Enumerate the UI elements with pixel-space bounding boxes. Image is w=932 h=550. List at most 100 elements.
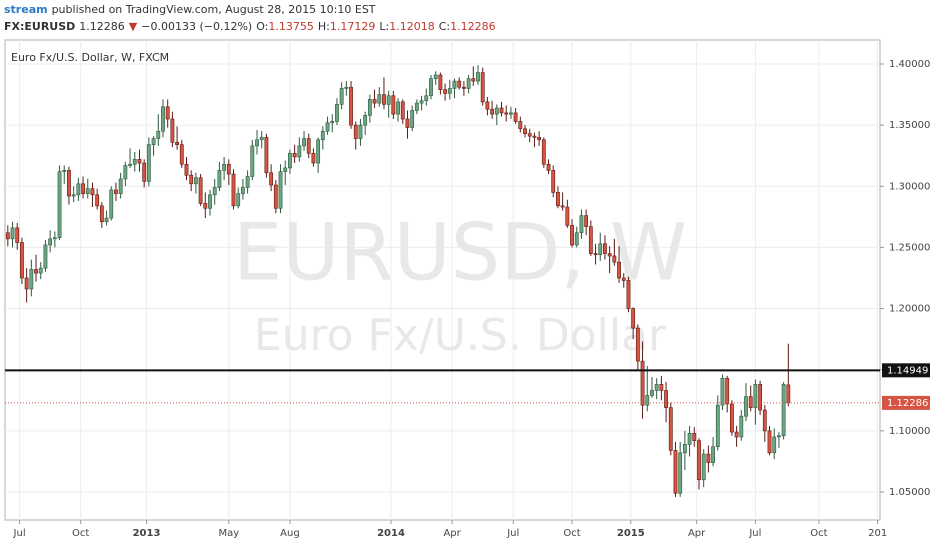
candle-body [151,138,156,145]
candle-body [551,170,556,193]
x-tick-label: Aug [280,528,300,539]
candle-body [485,101,490,110]
candle-body [156,130,161,139]
symbol: FX:EURUSD [4,20,76,33]
candle-body [635,327,640,362]
candle-body [457,80,462,88]
candle-body [494,107,499,115]
candle-body [443,89,447,94]
level-label-box [882,363,930,378]
candle-body [231,173,236,207]
candle-body [330,121,335,123]
candle-body [81,183,85,194]
publish-line: stream published on TradingView.com, Aug… [4,3,376,16]
candle-body [701,453,706,481]
candle-body [146,144,151,182]
x-tick-label: 2014 [377,528,405,539]
candle-body [607,253,612,257]
candle-body [621,277,626,281]
y-tick-label: 1.30000 [889,181,930,192]
candle-body [193,177,198,185]
candle-body [461,86,466,89]
candle-body [645,395,650,406]
user-name[interactable]: stream [4,3,48,16]
x-tick-label: Oct [72,528,89,539]
candle-body [161,106,165,132]
candle-body [537,137,542,141]
candle-body [217,170,222,188]
candle-body [363,115,368,126]
last-price: 1.12286 [79,20,125,33]
candle-body [523,128,527,134]
candle-body [38,267,43,274]
candle-body [325,122,330,132]
candle-body [678,452,683,494]
candle-body [400,101,405,120]
candle-body [132,159,137,165]
candle-body [527,133,532,137]
x-tick-label: 2013 [133,528,161,539]
candle-body [236,193,241,207]
candle-body [758,384,763,411]
candle-body [476,72,480,82]
candle-body [264,137,269,174]
candle-body [34,269,38,274]
candle-body [386,95,391,105]
candle-body [339,88,344,105]
candle-body [433,74,438,79]
candle-body [480,72,485,103]
y-tick-label: 1.25000 [889,242,930,253]
x-tick-label: 2015 [617,528,645,539]
candle-body [650,390,654,396]
candle-body [659,384,664,391]
candle-body [584,215,589,227]
candle-body [189,174,194,185]
candle-body [377,94,382,104]
publish-info: published on TradingView.com, August 28,… [51,3,376,16]
candle-body [335,104,339,122]
candle-body [565,206,570,226]
candle-body [617,261,621,279]
candle-body [739,415,744,438]
candle-body [424,95,429,101]
candle-body [118,178,123,194]
candle-body [777,435,781,438]
candle-body [744,396,748,417]
candle-body [419,100,424,104]
candle-body [570,225,574,246]
x-tick-label: Oct [563,528,580,539]
candle-body [706,453,711,463]
quote-line: FX:EURUSD 1.12286 ▼ −0.00133 (−0.12%) O:… [4,20,496,33]
candle-body [574,232,579,246]
candle-body [137,159,142,164]
x-tick-label: 201 [868,528,887,539]
y-tick-label: 1.10000 [889,426,930,437]
open-value: 1.13755 [268,20,314,33]
candle-body [175,141,179,145]
candle-body [62,170,67,172]
x-tick-label: Oct [810,528,827,539]
candle-body [504,112,509,115]
candle-body [729,403,734,433]
candle-body [715,404,720,448]
candle-body [109,189,114,219]
candle-body [532,135,537,138]
last-price-box [882,395,930,410]
candle-body [367,99,372,116]
candle-body [71,194,76,197]
candle-body [664,390,668,408]
level-label: 1.14949 [887,365,928,376]
candle-body [396,101,400,115]
candle-body [603,243,607,254]
candle-body [372,99,377,104]
candle-body [273,184,278,209]
y-tick-label: 1.40000 [889,59,930,70]
candle-body [452,80,457,89]
candle-body [593,253,598,256]
plot-frame [4,39,881,521]
candle-body [786,384,791,404]
candle-body [640,360,645,406]
candle-body [682,444,687,454]
candle-body [429,78,433,97]
